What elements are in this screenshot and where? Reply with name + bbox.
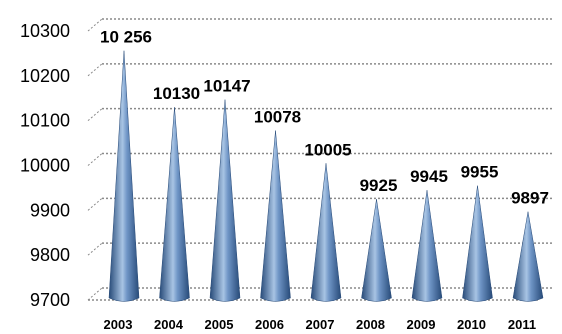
y-tick-label: 9900 <box>30 200 70 220</box>
x-axis-ticks: 2003 2004 2005 2006 2007 2008 2009 2010 2011 <box>104 317 537 332</box>
gridline-diagonal <box>87 287 103 301</box>
bar-2006 <box>260 130 291 302</box>
y-tick-label: 10200 <box>20 66 70 86</box>
x-tick-label: 2005 <box>205 317 234 332</box>
data-label-2005: 10147 <box>203 77 250 96</box>
x-tick-label: 2004 <box>154 317 184 332</box>
data-label-2004: 10130 <box>153 84 200 103</box>
bar-2004 <box>159 107 190 302</box>
y-tick-label: 9800 <box>30 245 70 265</box>
x-tick-label: 2006 <box>255 317 284 332</box>
bar-2009 <box>411 190 443 302</box>
gridline-diagonal <box>87 108 103 122</box>
x-tick-label: 2011 <box>508 317 536 332</box>
data-label-2007: 10005 <box>304 140 351 159</box>
bar-2007 <box>310 163 342 302</box>
x-tick-label: 2010 <box>457 317 486 332</box>
x-tick-label: 2007 <box>306 317 335 332</box>
bar-2003 <box>108 50 140 302</box>
x-tick-label: 2009 <box>407 317 436 332</box>
gridline-diagonal <box>87 153 103 166</box>
bar-2011 <box>512 211 544 302</box>
data-label-2003: 10 256 <box>100 28 152 47</box>
y-tick-label: 10000 <box>20 156 70 176</box>
y-tick-label: 10100 <box>20 111 70 131</box>
gridline-diagonal <box>87 197 103 211</box>
data-label-2011: 9897 <box>511 189 549 208</box>
gridline-diagonal <box>87 18 103 32</box>
bar-2010 <box>462 185 493 302</box>
data-label-2008: 9925 <box>360 176 398 195</box>
gridline-diagonal <box>87 242 103 256</box>
y-axis-ticks: 10300 10200 10100 10000 9900 9800 9700 <box>20 21 70 310</box>
bar-2008 <box>361 199 392 302</box>
x-tick-label: 2008 <box>356 317 385 332</box>
gridline-diagonal <box>87 63 103 77</box>
data-label-2010: 9955 <box>461 163 499 182</box>
y-tick-label: 10300 <box>20 21 70 41</box>
x-tick-label: 2003 <box>104 317 133 332</box>
y-tick-label: 9700 <box>30 290 70 310</box>
bar-2005 <box>209 99 241 302</box>
bars <box>108 50 544 302</box>
data-label-2009: 9945 <box>410 167 448 186</box>
data-label-2006: 10078 <box>254 108 301 127</box>
